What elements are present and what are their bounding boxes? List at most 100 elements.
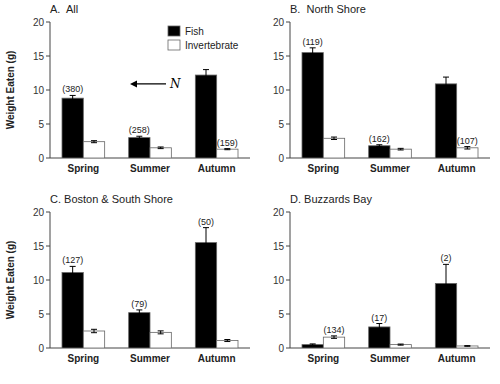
- error-cap: [136, 138, 142, 139]
- panel-title: D. Buzzards Bay: [290, 193, 372, 205]
- error-cap: [224, 148, 230, 149]
- error-line: [446, 77, 447, 91]
- error-bar: [203, 70, 209, 81]
- error-cap: [91, 142, 97, 143]
- error-cap: [91, 332, 97, 333]
- bar: [390, 345, 411, 348]
- error-line: [206, 70, 207, 81]
- x-tick-label: Summer: [130, 163, 170, 174]
- y-tick: [286, 56, 290, 57]
- error-cap: [136, 136, 142, 137]
- error-cap: [376, 330, 382, 331]
- legend-entry: Invertebrate: [185, 40, 239, 51]
- y-tick: [286, 212, 290, 213]
- y-tick-label: 10: [273, 85, 285, 96]
- x-tick-label: Autumn: [438, 353, 476, 364]
- legend-swatch: [168, 26, 180, 36]
- arrow-line: [132, 83, 166, 84]
- error-bar: [70, 266, 76, 278]
- bar: [62, 98, 83, 158]
- error-bar: [310, 344, 316, 345]
- y-tick: [46, 158, 50, 159]
- bar: [195, 75, 216, 158]
- y-tick: [46, 280, 50, 281]
- y-axis-label: Weight Eaten (g): [5, 51, 16, 130]
- bar: [195, 243, 216, 348]
- error-bar: [91, 329, 97, 332]
- error-line: [206, 228, 207, 258]
- y-tick: [46, 56, 50, 57]
- y-tick: [46, 90, 50, 91]
- y-tick: [286, 22, 290, 23]
- marks: [62, 228, 238, 348]
- error-cap: [331, 137, 337, 138]
- error-cap: [310, 345, 316, 346]
- legend-entry: Fish: [185, 26, 204, 37]
- n-label: (134): [323, 325, 344, 335]
- n-labels: (127)(79)(50): [62, 217, 214, 309]
- bar: [129, 313, 150, 348]
- error-bar: [376, 145, 382, 147]
- error-bar: [464, 345, 470, 347]
- error-cap: [443, 264, 449, 265]
- y-tick: [46, 348, 50, 349]
- figure: A. All05101520SpringSummerAutumnWeight E…: [0, 0, 500, 384]
- y-tick: [286, 124, 290, 125]
- marks: [302, 264, 478, 348]
- error-cap: [70, 278, 76, 279]
- x-tick-label: Autumn: [198, 353, 236, 364]
- bar: [457, 148, 478, 158]
- y-tick-label: 0: [278, 343, 284, 354]
- error-line: [312, 48, 313, 58]
- bar: [390, 149, 411, 158]
- y-tick: [46, 22, 50, 23]
- y-tick: [46, 314, 50, 315]
- arrow-head: [130, 80, 137, 87]
- error-cap: [91, 140, 97, 141]
- y-tick: [286, 246, 290, 247]
- error-cap: [443, 77, 449, 78]
- n-label: (380): [62, 84, 83, 94]
- n-label: (159): [217, 138, 238, 148]
- n-label: (119): [302, 37, 322, 47]
- error-bar: [136, 136, 142, 139]
- panel-title: B. North Shore: [290, 3, 366, 15]
- error-cap: [70, 266, 76, 267]
- error-cap: [158, 330, 164, 331]
- panel: D. Buzzards Bay05101520SpringSummerAutum…: [273, 193, 490, 364]
- error-cap: [203, 257, 209, 258]
- y-tick-label: 10: [33, 85, 45, 96]
- error-bar: [398, 148, 404, 150]
- n-label: (258): [129, 125, 150, 135]
- x-tick-label: Spring: [67, 353, 99, 364]
- x-tick-label: Summer: [370, 163, 410, 174]
- bar: [369, 327, 390, 348]
- error-line: [446, 264, 447, 302]
- n-labels: (380) (258) (159): [62, 84, 238, 147]
- bar: [150, 332, 171, 348]
- y-tick-label: 15: [273, 51, 285, 62]
- error-cap: [224, 341, 230, 342]
- error-cap: [331, 338, 337, 339]
- bar: [323, 337, 344, 348]
- y-tick: [286, 158, 290, 159]
- error-cap: [158, 148, 164, 149]
- n-label: (107): [457, 136, 478, 146]
- n-label: (2): [441, 253, 452, 263]
- bar: [217, 149, 238, 158]
- error-cap: [376, 144, 382, 145]
- x-tick-label: Autumn: [198, 163, 236, 174]
- error-bar: [70, 95, 76, 100]
- y-tick-label: 10: [33, 275, 45, 286]
- legend-background: [164, 22, 250, 56]
- x-tick-label: Spring: [67, 163, 99, 174]
- y-tick: [286, 90, 290, 91]
- x-tick-label: Summer: [370, 353, 410, 364]
- y-axis-label: Weight Eaten (g): [5, 241, 16, 320]
- error-cap: [310, 343, 316, 344]
- y-tick: [46, 212, 50, 213]
- panel: C. Boston & South Shore05101520SpringSum…: [5, 193, 250, 364]
- bar: [83, 331, 104, 348]
- bar: [83, 142, 104, 158]
- error-line: [379, 324, 380, 331]
